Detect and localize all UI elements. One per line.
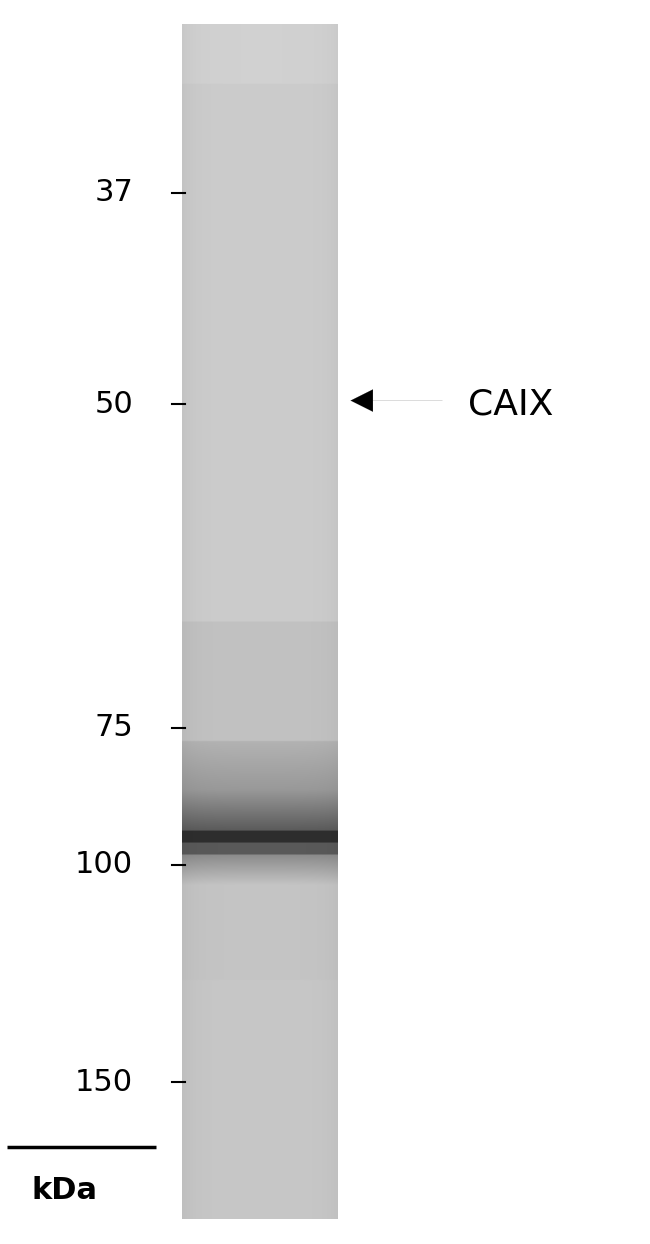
Text: kDa: kDa <box>32 1176 98 1204</box>
Text: 75: 75 <box>94 713 133 743</box>
Text: 37: 37 <box>94 178 133 208</box>
Text: 100: 100 <box>75 850 133 880</box>
Text: CAIX: CAIX <box>468 387 553 422</box>
Text: 150: 150 <box>75 1067 133 1097</box>
Text: 50: 50 <box>94 389 133 419</box>
